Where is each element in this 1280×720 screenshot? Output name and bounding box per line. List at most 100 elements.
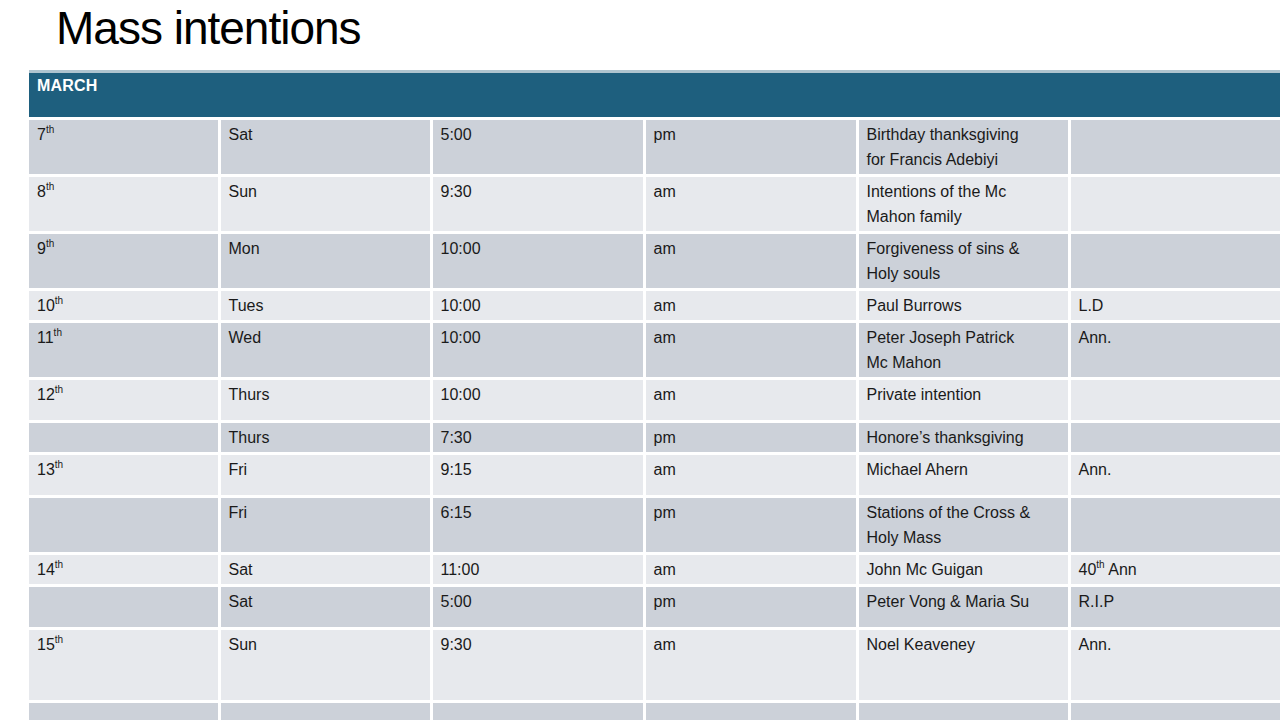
cell-note [1069, 422, 1280, 454]
table-row: 15thSun9:30amNoel KeaveneyAnn. [29, 629, 1280, 702]
cell-date [29, 497, 219, 554]
ordinal-suffix: th [46, 181, 54, 192]
cell-time: 9:30 [431, 629, 644, 702]
cell-time: 10:00 [431, 290, 644, 322]
month-header-row: MARCH [29, 72, 1280, 119]
cell-note [1069, 119, 1280, 176]
ordinal-suffix: th [46, 238, 54, 249]
mass-intentions-table: MARCH 7thSat5:00pmBirthday thanksgiving … [29, 70, 1280, 720]
cell-day: Wed [219, 322, 431, 379]
cell-time: 7:30 [431, 422, 644, 454]
cell-day: Sat [219, 554, 431, 586]
cell-am-pm: pm [644, 119, 857, 176]
cell-note: R.I.P [1069, 586, 1280, 629]
table-row: 9thMon10:00amForgiveness of sins & Holy … [29, 233, 1280, 290]
ordinal-suffix: th [55, 634, 63, 645]
cell-am-pm: am [644, 233, 857, 290]
cell-intention: John Mc Guigan [857, 554, 1069, 586]
cell-intention: Intentions of the Mc Mahon family [857, 176, 1069, 233]
cell-note [1069, 233, 1280, 290]
cell-intention: Peter Vong & Maria Su [857, 586, 1069, 629]
cell-intention: Forgiveness of sins & Holy souls [857, 233, 1069, 290]
cell-note [1069, 379, 1280, 422]
cell-day: Thurs [219, 422, 431, 454]
cell-note: Ann. [1069, 629, 1280, 702]
slide-title: Mass intentions [56, 2, 361, 55]
cell-time: 5:00 [431, 119, 644, 176]
cell-am-pm: am [644, 379, 857, 422]
table-row: 10thTues10:00amPaul BurrowsL.D [29, 290, 1280, 322]
cell-date: 12th [29, 379, 219, 422]
table-row: 13thFri9:15amMichael AhernAnn. [29, 454, 1280, 497]
cell-time [431, 702, 644, 720]
cell-day: Sat [219, 586, 431, 629]
cell-intention: Stations of the Cross & Holy Mass [857, 497, 1069, 554]
cell-intention: Honore’s thanksgiving [857, 422, 1069, 454]
table-row [29, 702, 1280, 720]
cell-day: Thurs [219, 379, 431, 422]
cell-time: 5:00 [431, 586, 644, 629]
ordinal-suffix: th [1096, 559, 1104, 570]
table-row: 7thSat5:00pmBirthday thanksgiving for Fr… [29, 119, 1280, 176]
cell-am-pm [644, 702, 857, 720]
table-row: Thurs7:30pmHonore’s thanksgiving [29, 422, 1280, 454]
cell-day: Fri [219, 497, 431, 554]
cell-day: Sun [219, 176, 431, 233]
cell-intention: Peter Joseph Patrick Mc Mahon [857, 322, 1069, 379]
cell-intention: Noel Keaveney [857, 629, 1069, 702]
cell-am-pm: am [644, 554, 857, 586]
cell-note [1069, 497, 1280, 554]
table-row: 12thThurs10:00amPrivate intention [29, 379, 1280, 422]
cell-am-pm: am [644, 454, 857, 497]
cell-note [1069, 176, 1280, 233]
cell-intention: Michael Ahern [857, 454, 1069, 497]
table-row: 8thSun9:30amIntentions of the Mc Mahon f… [29, 176, 1280, 233]
cell-am-pm: pm [644, 586, 857, 629]
ordinal-suffix: th [55, 384, 63, 395]
table-row: Sat5:00pmPeter Vong & Maria SuR.I.P [29, 586, 1280, 629]
cell-time: 10:00 [431, 322, 644, 379]
cell-note: Ann. [1069, 454, 1280, 497]
cell-time: 10:00 [431, 233, 644, 290]
table-row: 14thSat11:00amJohn Mc Guigan40th Ann [29, 554, 1280, 586]
cell-date: 7th [29, 119, 219, 176]
cell-time: 11:00 [431, 554, 644, 586]
cell-date: 8th [29, 176, 219, 233]
cell-note [1069, 702, 1280, 720]
cell-am-pm: pm [644, 422, 857, 454]
cell-time: 9:15 [431, 454, 644, 497]
cell-day [219, 702, 431, 720]
cell-date: 10th [29, 290, 219, 322]
cell-date: 13th [29, 454, 219, 497]
cell-intention: Private intention [857, 379, 1069, 422]
cell-am-pm: am [644, 176, 857, 233]
cell-intention: Birthday thanksgiving for Francis Adebiy… [857, 119, 1069, 176]
table-row: Fri6:15pmStations of the Cross & Holy Ma… [29, 497, 1280, 554]
cell-date [29, 702, 219, 720]
cell-time: 6:15 [431, 497, 644, 554]
cell-note: 40th Ann [1069, 554, 1280, 586]
cell-time: 9:30 [431, 176, 644, 233]
ordinal-suffix: th [55, 459, 63, 470]
cell-date [29, 422, 219, 454]
cell-day: Mon [219, 233, 431, 290]
cell-intention [857, 702, 1069, 720]
mass-table-body: 7thSat5:00pmBirthday thanksgiving for Fr… [29, 119, 1280, 720]
month-header: MARCH [29, 72, 1280, 119]
cell-intention: Paul Burrows [857, 290, 1069, 322]
cell-day: Tues [219, 290, 431, 322]
cell-note: L.D [1069, 290, 1280, 322]
cell-time: 10:00 [431, 379, 644, 422]
cell-date: 14th [29, 554, 219, 586]
cell-day: Fri [219, 454, 431, 497]
cell-date [29, 586, 219, 629]
cell-day: Sat [219, 119, 431, 176]
cell-am-pm: am [644, 290, 857, 322]
cell-day: Sun [219, 629, 431, 702]
cell-date: 11th [29, 322, 219, 379]
ordinal-suffix: th [54, 327, 62, 338]
cell-note: Ann. [1069, 322, 1280, 379]
cell-date: 9th [29, 233, 219, 290]
cell-date: 15th [29, 629, 219, 702]
cell-am-pm: am [644, 322, 857, 379]
